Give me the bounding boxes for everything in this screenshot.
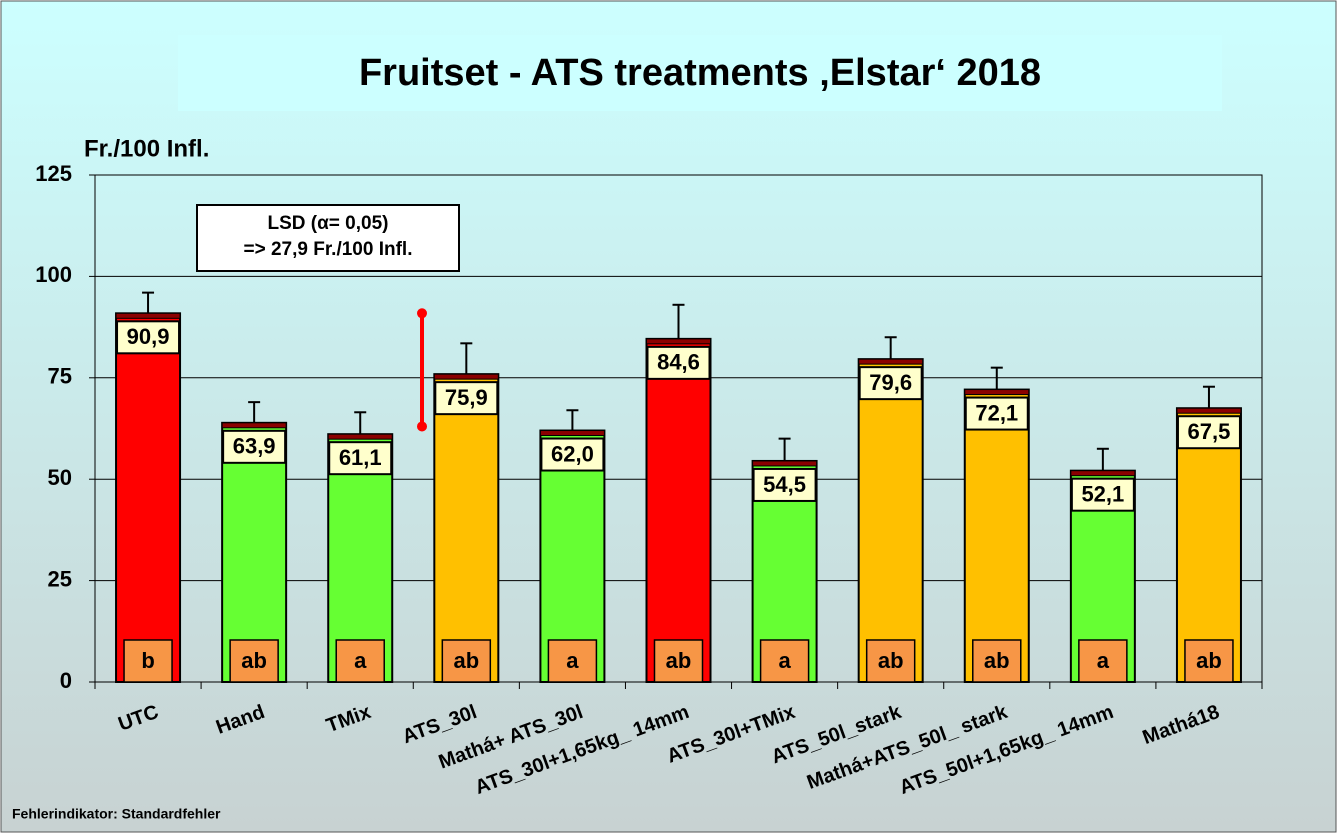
value-label: 67,5 — [1188, 419, 1231, 444]
value-label-box — [434, 381, 499, 416]
bar — [857, 358, 924, 683]
letter: ab — [666, 648, 692, 673]
letter-box — [653, 639, 704, 683]
letter: a — [566, 648, 579, 673]
letter-box — [1078, 639, 1128, 683]
y-tick-label: 75 — [48, 364, 72, 389]
y-tick-label: 25 — [48, 566, 72, 591]
lsd-end — [417, 421, 427, 432]
letter-box — [547, 639, 598, 683]
letter: ab — [984, 648, 1010, 673]
bar-cap — [646, 338, 711, 345]
value-label-box — [752, 467, 817, 502]
letter: ab — [1196, 648, 1222, 673]
letter-box — [1184, 639, 1234, 683]
letter-box — [759, 639, 810, 683]
letter: ab — [453, 648, 479, 673]
letter: a — [1097, 648, 1110, 673]
value-label-box — [222, 429, 287, 464]
letter: b — [141, 648, 154, 673]
lsd-box — [196, 204, 460, 272]
bar-cap — [1070, 470, 1136, 477]
bar — [433, 373, 500, 683]
lsd-text: => 27,9 Fr./100 Infl. — [244, 239, 413, 260]
bar — [115, 312, 182, 683]
letter-box — [865, 639, 916, 683]
value-label-box — [1176, 415, 1241, 450]
value-label: 63,9 — [233, 434, 276, 459]
value-label-box — [964, 396, 1029, 431]
letter: a — [778, 648, 791, 673]
y-axis-label: Fr./100 Infl. — [84, 135, 209, 162]
lsd-end — [417, 308, 427, 319]
value-label: 90,9 — [127, 324, 170, 349]
letter-box — [123, 639, 173, 683]
value-label: 84,6 — [657, 350, 700, 375]
value-label: 72,1 — [975, 400, 1018, 425]
bar-cap — [1176, 407, 1242, 414]
bar-cap — [964, 389, 1030, 396]
bar — [645, 337, 712, 683]
bar-cap — [327, 433, 393, 440]
value-label: 54,5 — [763, 472, 806, 497]
y-tick-label: 125 — [35, 161, 72, 186]
letter: ab — [878, 648, 904, 673]
y-tick-label: 50 — [48, 465, 72, 490]
value-label: 75,9 — [445, 385, 488, 410]
letter: ab — [241, 648, 267, 673]
value-label: 52,1 — [1081, 481, 1124, 506]
value-label-box — [328, 441, 393, 476]
letter-box — [441, 639, 492, 683]
chart-title: Fruitset - ATS treatments ‚Elstar‘ 2018 — [359, 52, 1041, 94]
bar-cap — [752, 460, 818, 467]
y-tick-label: 0 — [60, 668, 72, 693]
bar — [963, 388, 1030, 683]
letter-box — [335, 639, 385, 683]
letter-box — [972, 639, 1022, 683]
title-box — [178, 35, 1222, 111]
footnote: Fehlerindikator: Standardfehler — [12, 806, 221, 822]
bar-cap — [433, 373, 499, 380]
value-label-box — [1070, 477, 1135, 512]
letter-box — [229, 639, 279, 683]
bar-cap — [221, 422, 287, 429]
value-label-box — [540, 437, 605, 472]
value-label: 79,6 — [869, 370, 912, 395]
letter: a — [354, 648, 367, 673]
bar-cap — [858, 358, 924, 365]
bar-cap — [539, 430, 605, 437]
bar-cap — [115, 312, 181, 319]
lsd-text: LSD (α= 0,05) — [268, 213, 389, 234]
value-label-box — [116, 320, 181, 355]
value-label: 61,1 — [339, 445, 382, 470]
value-label: 62,0 — [551, 441, 594, 466]
y-tick-label: 100 — [35, 262, 72, 287]
value-label-box — [858, 366, 923, 401]
value-label-box — [646, 345, 711, 380]
